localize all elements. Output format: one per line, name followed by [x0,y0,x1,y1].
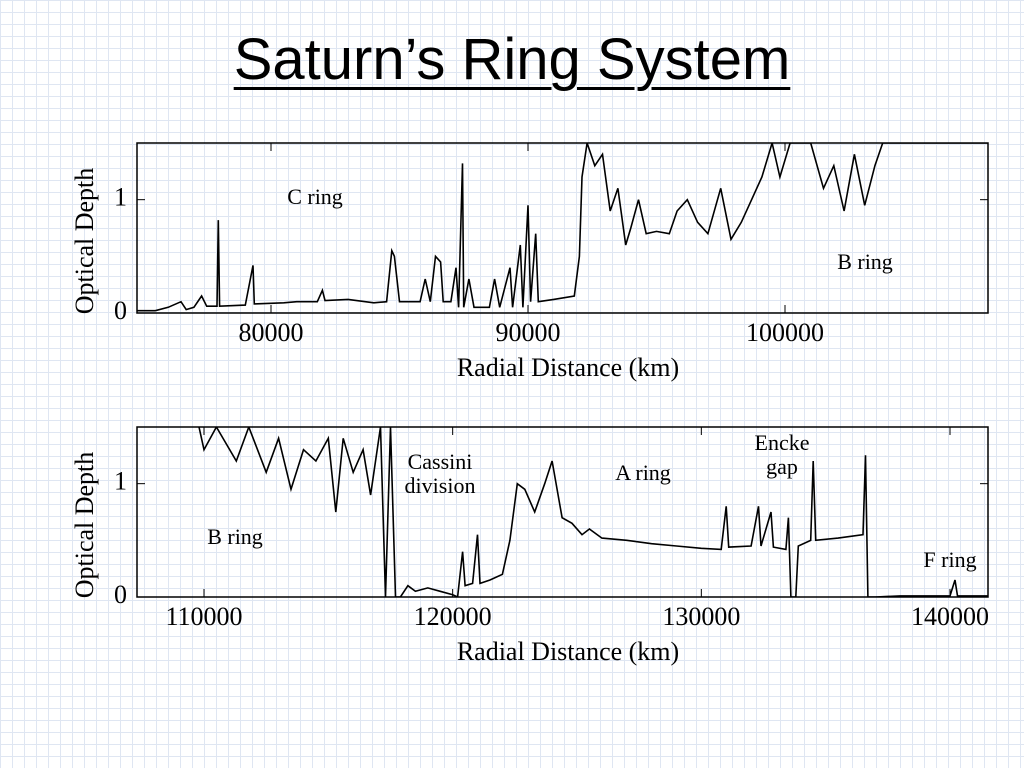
annotation: F ring [923,547,977,572]
y-axis-label: Optical Depth [70,452,99,599]
y-tick-label: 0 [114,296,127,325]
annotation: B ring [837,249,893,274]
x-axis-label: Radial Distance (km) [457,637,679,666]
x-tick-label: 90000 [495,318,560,347]
x-tick-label: 80000 [238,318,303,347]
annotation: C ring [287,184,343,209]
x-tick-label: 100000 [746,318,824,347]
y-tick-label: 1 [114,183,127,212]
x-axis-label: Radial Distance (km) [457,353,679,382]
annotation: Encke gap [754,430,810,479]
y-tick-label: 0 [114,580,127,609]
x-tick-label: 140000 [911,602,989,631]
plot-frame [136,142,989,314]
x-tick-label: 120000 [414,602,492,631]
annotation: Cassini division [404,449,476,498]
y-tick-label: 1 [114,467,127,496]
data-line [137,143,988,312]
y-axis-label: Optical Depth [70,168,99,315]
annotation: A ring [615,460,671,485]
plot-frame [136,426,989,598]
data-line [198,427,988,597]
annotation: B ring [207,524,263,549]
x-tick-label: 130000 [662,602,740,631]
slide-title: Saturn’s Ring System [233,27,791,92]
x-tick-label: 110000 [165,602,242,631]
